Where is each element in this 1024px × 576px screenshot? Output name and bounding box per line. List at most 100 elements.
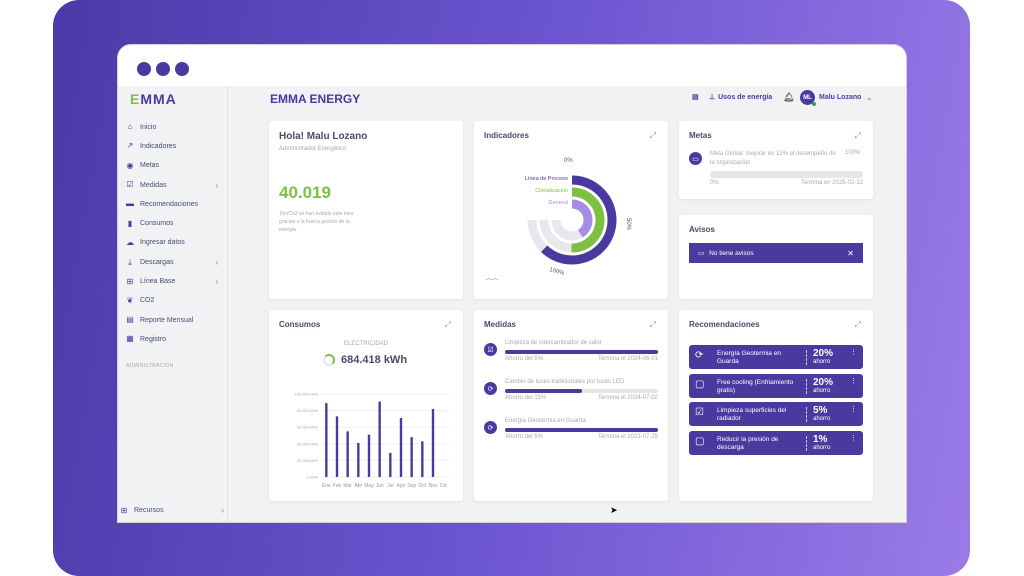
more-vertical-icon[interactable]: ⋮ bbox=[850, 377, 857, 385]
expand-icon[interactable]: ⤢ bbox=[649, 131, 656, 140]
meta-end: Termina en 2025-02-12 bbox=[800, 180, 863, 186]
x-tick-label: Nov bbox=[429, 483, 438, 489]
meta-progress-bar bbox=[710, 171, 863, 178]
expand-icon[interactable]: ⤢ bbox=[854, 320, 861, 329]
leaf-icon: ❦ bbox=[126, 295, 134, 305]
chevron-right-icon: › bbox=[215, 277, 218, 287]
label-0: 0% bbox=[564, 158, 573, 164]
avatar: ML bbox=[800, 90, 816, 106]
user-menu[interactable]: ML Malu Lozano ⌄ bbox=[800, 90, 873, 106]
mountain-icon: ⌒⌒ bbox=[486, 280, 499, 286]
y-tick-label: 20.000 kWh bbox=[297, 458, 318, 463]
more-vertical-icon[interactable]: ⋮ bbox=[850, 434, 857, 442]
category-label: ELECTRICIDAD bbox=[343, 341, 388, 347]
sync-icon: ⟳ bbox=[484, 421, 497, 434]
bar-Nov bbox=[431, 408, 435, 477]
bar-Ene bbox=[325, 403, 328, 477]
x-tick-label: Jun bbox=[376, 483, 384, 489]
consumos-card: Consumos ⤢ ELECTRICIDAD 684.418 kWh 0 kW… bbox=[269, 310, 463, 501]
bar-Ago bbox=[399, 418, 403, 477]
app-window: EMMA ⌂ Inicio ↗ Indicadores ◉ Metas ☑ Medidas › ▬… bbox=[117, 44, 907, 523]
card-title: Consumos bbox=[279, 320, 321, 329]
expand-icon[interactable]: ⤢ bbox=[854, 131, 861, 140]
sidebar-item-descargas[interactable]: ⤓ Descargas › bbox=[126, 258, 218, 267]
sidebar-item-co2[interactable]: ❦ CO2 bbox=[126, 295, 155, 305]
y-tick-label: 100.000 kWh bbox=[294, 392, 318, 397]
series-label: Línea de Proceso bbox=[524, 176, 568, 182]
sidebar-item-inicio[interactable]: ⌂ Inicio bbox=[127, 122, 157, 131]
presentation-icon: ⊞ bbox=[126, 276, 134, 286]
expand-icon[interactable]: ⤢ bbox=[444, 320, 451, 329]
y-tick-label: 80.000 kWh bbox=[297, 408, 318, 413]
y-tick-label: 40.000 kWh bbox=[297, 441, 318, 446]
clipboard-icon[interactable]: ▤ bbox=[692, 94, 699, 101]
bar-chart-icon: ▮ bbox=[127, 218, 133, 228]
sidebar-item-medidas[interactable]: ☑ Medidas › bbox=[126, 180, 218, 190]
chevron-right-icon: › bbox=[221, 506, 224, 515]
logo[interactable]: EMMA bbox=[130, 91, 177, 107]
bar-Jun bbox=[378, 401, 381, 477]
consumption-bar-chart: 0 kWh 20.000 kWh 40.000 kWh 60.000 kWh 80.00… bbox=[294, 392, 449, 489]
energy-uses-link[interactable]: ⊥ Usos de energía bbox=[709, 93, 773, 102]
clipboard-icon: ▢ bbox=[695, 435, 705, 447]
sidebar-item-recomendaciones[interactable]: ▬ Recomendaciones bbox=[126, 199, 198, 209]
co2-caption: Ton/Co2 se han evitado este mes gracias … bbox=[279, 211, 354, 233]
window-dot[interactable] bbox=[175, 62, 189, 76]
meta-text: Meta Global: mejorar en 12% el desempeño… bbox=[710, 151, 836, 166]
radial-gauge bbox=[527, 175, 617, 265]
sidebar: EMMA ⌂ Inicio ↗ Indicadores ◉ Metas ☑ Medidas › ▬… bbox=[118, 86, 228, 522]
sidebar-item-recursos[interactable]: ⊞ Recursos › bbox=[120, 505, 224, 515]
gauge-arc bbox=[541, 175, 617, 265]
target-icon: ◉ bbox=[126, 160, 134, 170]
card-title: Avisos bbox=[689, 225, 715, 234]
card-title: Medidas bbox=[484, 320, 517, 329]
gauge-arc bbox=[571, 187, 605, 253]
sidebar-item-metas[interactable]: ◉ Metas bbox=[126, 160, 160, 170]
sync-icon: ⟳ bbox=[484, 382, 497, 395]
notice-alert: ▭ No tiene avisos ✕ bbox=[689, 243, 863, 263]
sidebar-item-ingresar-datos[interactable]: ☁ Ingresar datos bbox=[126, 237, 185, 247]
expand-icon[interactable]: ⤢ bbox=[649, 320, 656, 329]
sync-icon: ⟳ bbox=[695, 350, 704, 361]
recomendaciones-card: Recomendaciones ⤢ ⟳ Energía Geotermia en… bbox=[679, 310, 873, 501]
bar-Feb bbox=[335, 416, 339, 477]
co2-value: 40.019 bbox=[279, 183, 331, 202]
recommendation-item[interactable]: ⟳ Energía Geotermia en Guarda 20% ahorro … bbox=[689, 345, 863, 369]
window-dot[interactable] bbox=[137, 62, 151, 76]
monitor-icon: ▭ bbox=[689, 152, 702, 165]
welcome-card: Hola! Malu Lozano Administrador Energéti… bbox=[269, 121, 463, 299]
resources-icon: ⊞ bbox=[120, 505, 128, 515]
chevron-right-icon: › bbox=[215, 258, 218, 268]
sidebar-item-indicadores[interactable]: ↗ Indicadores bbox=[126, 141, 177, 151]
window-dot[interactable] bbox=[156, 62, 170, 76]
label-50: 50% bbox=[625, 217, 632, 231]
sidebar-item-registro[interactable]: ▦ Registro bbox=[126, 334, 167, 344]
greeting: Hola! Malu Lozano bbox=[279, 131, 368, 142]
recommendation-item[interactable]: ▢ Free cooling (Enfriamiento gratis) 20%… bbox=[689, 373, 863, 398]
close-icon[interactable]: ✕ bbox=[847, 248, 854, 258]
bar-Abr bbox=[357, 442, 360, 477]
bar-Oct bbox=[421, 441, 424, 477]
gauge-arc bbox=[571, 199, 593, 238]
more-vertical-icon[interactable]: ⋮ bbox=[850, 406, 857, 413]
x-tick-label: Ago bbox=[397, 483, 406, 489]
sidebar-item-consumos[interactable]: ▮ Consumos bbox=[127, 218, 174, 228]
x-tick-label: Feb bbox=[333, 483, 342, 489]
meta-pct: 100% bbox=[845, 150, 861, 156]
recommendation-item[interactable]: ☑ Limpieza superficies del radiador 5% ah… bbox=[689, 402, 863, 426]
recommendation-item[interactable]: ▢ Reducir la presión de descarga 1% ahorr… bbox=[689, 430, 863, 455]
x-tick-label: Dic bbox=[440, 483, 448, 489]
calendar-icon: ▦ bbox=[126, 334, 134, 344]
bell-icon[interactable]: 🔔︎ bbox=[783, 92, 795, 102]
window-titlebar bbox=[118, 45, 906, 86]
x-tick-label: Jul bbox=[387, 483, 393, 489]
medidas-card: Medidas ⤢ ☑ Limpieza de intercambiador d… bbox=[474, 310, 668, 501]
clipboard-icon: ▢ bbox=[695, 378, 705, 390]
section-label: ADMINISTRACIÓN bbox=[126, 363, 174, 369]
medida-progress bbox=[505, 350, 658, 354]
sidebar-item-l-nea-base[interactable]: ⊞ Línea Base › bbox=[126, 276, 218, 287]
sidebar-item-reporte-mensual[interactable]: ▤ Reporte Mensual bbox=[126, 315, 194, 324]
medida-progress bbox=[505, 389, 658, 393]
more-vertical-icon[interactable]: ⋮ bbox=[850, 349, 857, 356]
chevron-down-icon: ⌄ bbox=[866, 94, 873, 102]
